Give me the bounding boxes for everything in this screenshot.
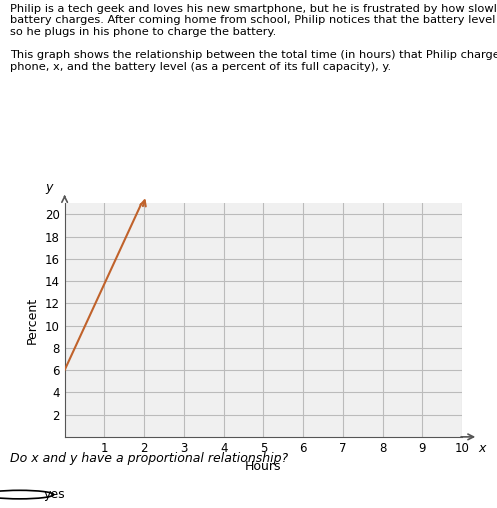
Text: Do x and y have a proportional relationship?: Do x and y have a proportional relations… xyxy=(10,452,288,465)
Y-axis label: Percent: Percent xyxy=(26,297,39,343)
Text: Philip is a tech geek and loves his new smartphone, but he is frustrated by how : Philip is a tech geek and loves his new … xyxy=(10,4,497,72)
X-axis label: Hours: Hours xyxy=(245,460,282,473)
Text: x: x xyxy=(478,441,486,455)
Text: yes: yes xyxy=(44,488,66,501)
Text: y: y xyxy=(45,181,52,194)
